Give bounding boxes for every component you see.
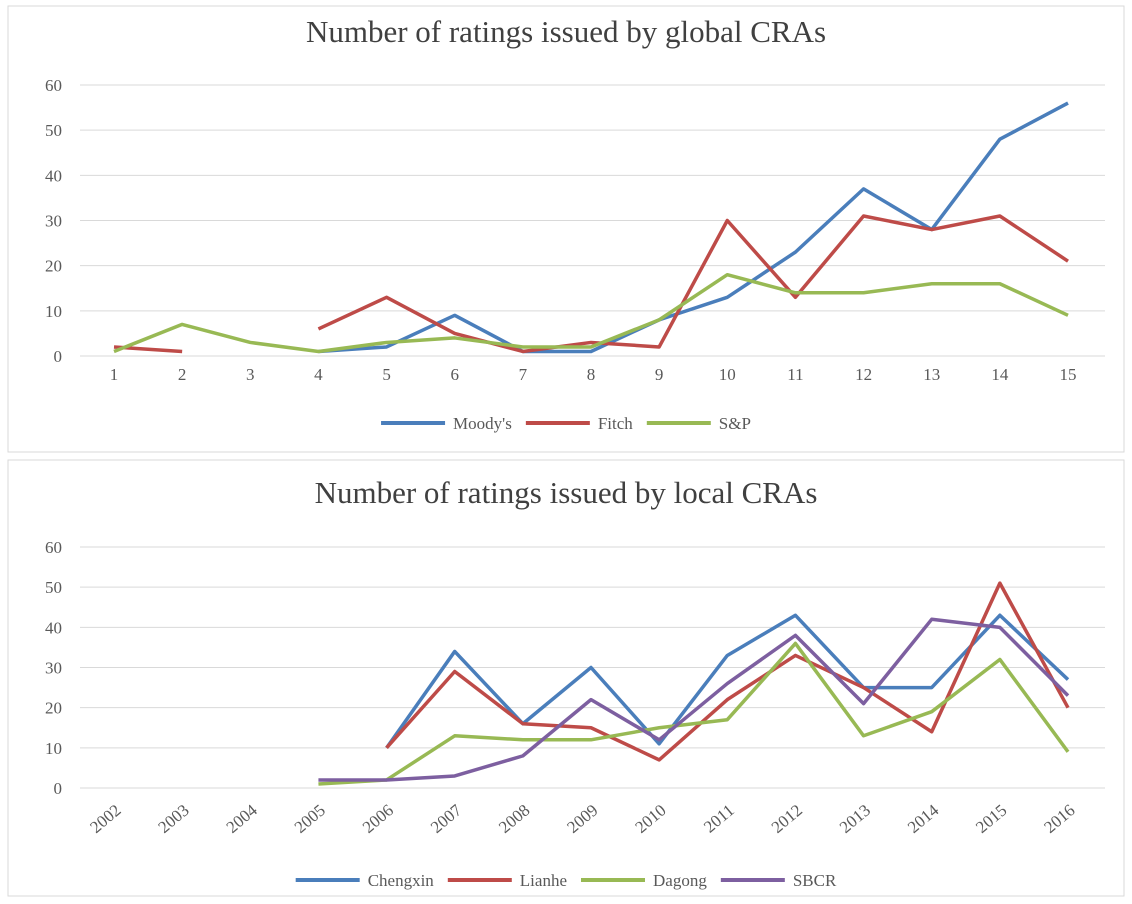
y-tick-label: 40	[45, 618, 62, 637]
x-tick-label: 5	[382, 365, 391, 384]
legend-label: Lianhe	[520, 871, 567, 890]
y-tick-label: 60	[45, 76, 62, 95]
x-tick-label: 11	[787, 365, 803, 384]
x-tick-label: 3	[246, 365, 255, 384]
y-tick-label: 30	[45, 212, 62, 231]
x-tick-label: 1	[110, 365, 119, 384]
chart-title: Number of ratings issued by local CRAs	[315, 475, 818, 510]
x-tick-label: 10	[719, 365, 736, 384]
y-tick-label: 60	[45, 538, 62, 557]
y-tick-label: 10	[45, 302, 62, 321]
x-tick-label: 6	[450, 365, 459, 384]
y-tick-label: 0	[54, 347, 63, 366]
line	[318, 617, 1070, 782]
y-tick-label: 30	[45, 659, 62, 678]
line	[113, 272, 1069, 354]
panel	[7, 459, 1125, 897]
line	[385, 613, 1070, 749]
x-tick-label: 2	[178, 365, 187, 384]
legend-label: Fitch	[598, 414, 633, 433]
y-tick-label: 0	[54, 779, 63, 798]
x-tick-label: 15	[1060, 365, 1077, 384]
line	[385, 581, 1070, 762]
y-tick-label: 40	[45, 166, 62, 185]
line	[318, 101, 1069, 354]
x-tick-label: 9	[655, 365, 664, 384]
y-tick-label: 20	[45, 257, 62, 276]
legend-label: Dagong	[653, 871, 707, 890]
x-tick-label: 13	[923, 365, 940, 384]
x-tick-label: 8	[587, 365, 596, 384]
x-tick-label: 7	[519, 365, 528, 384]
y-tick-label: 50	[45, 121, 62, 140]
panel	[7, 5, 1125, 453]
x-tick-label: 4	[314, 365, 323, 384]
y-tick-label: 20	[45, 699, 62, 718]
legend-label: Chengxin	[368, 871, 435, 890]
x-tick-label: 14	[991, 365, 1009, 384]
chart-title: Number of ratings issued by global CRAs	[306, 14, 826, 49]
y-tick-label: 50	[45, 578, 62, 597]
legend-label: SBCR	[793, 871, 837, 890]
x-tick-label: 12	[855, 365, 872, 384]
legend-label: Moody's	[453, 414, 512, 433]
line	[318, 641, 1070, 786]
legend-label: S&P	[719, 414, 751, 433]
y-tick-label: 10	[45, 739, 62, 758]
